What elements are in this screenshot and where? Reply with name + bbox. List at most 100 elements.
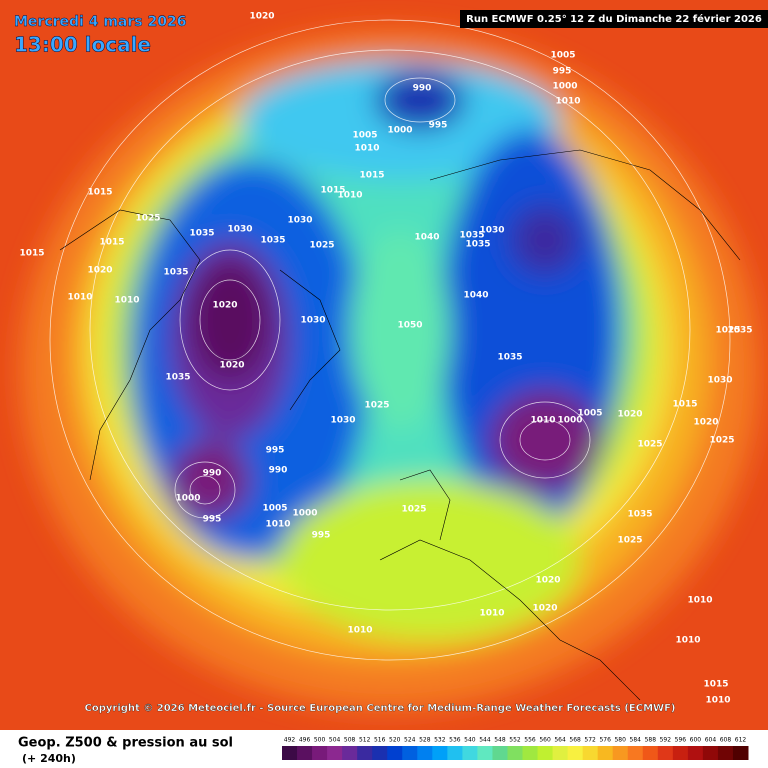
scale-swatch [687,746,704,760]
isobar-label: 1000 [557,416,582,426]
scale-label: 612 [735,737,747,744]
isobar-label: 990 [203,469,222,479]
scale-label: 512 [359,737,371,744]
isobar-label: 1035 [459,231,484,241]
isobar-label: 1005 [262,504,287,514]
isobar-label: 1030 [287,216,312,226]
isobar-label: 1015 [359,171,384,181]
isobar-label: 1015 [87,188,112,198]
scale-label: 572 [584,737,596,744]
isobar-label: 990 [413,84,432,94]
isobar-label: 1050 [397,321,422,331]
isobar-label: 1040 [463,291,488,301]
isobar-label: 1010 [67,293,92,303]
isobar-label: 995 [429,121,448,131]
scale-label: 608 [720,737,732,744]
scale-label: 500 [314,737,326,744]
isobar-label: 1035 [627,510,652,520]
scale-swatch [327,746,343,760]
isobar-label: 1035 [465,240,490,250]
isobar-label: 1020 [617,410,642,420]
scale-swatch [492,746,508,760]
scale-swatch [447,746,463,760]
isobar-label: 1030 [479,226,504,236]
isobar-label: 1020 [693,418,718,428]
isobar-label: 1020 [87,266,112,276]
isobar-label: 1025 [617,536,642,546]
scale-swatch [537,746,554,760]
scale-swatch [612,746,629,760]
isobar-label: 1000 [175,494,200,504]
scale-swatch [507,746,524,760]
scale-label: 552 [509,737,521,744]
scale-label: 520 [389,737,401,744]
isobar-label: 1030 [227,225,252,235]
scale-label: 524 [404,737,416,744]
scale-swatch [597,746,614,760]
scale-label: 548 [494,737,506,744]
scale-swatch [582,746,599,760]
isobar-label: 1010 [530,416,555,426]
scale-swatch [627,746,644,760]
scale-swatch [282,746,298,760]
footer-title: Geop. Z500 & pression au sol [18,736,233,751]
isobar-label: 1015 [672,400,697,410]
time: 13:00 locale [14,33,151,57]
isobar-label: 1025 [309,241,334,251]
scale-swatch [342,746,358,760]
isobar-label: 1025 [401,505,426,515]
isobar-label: 1000 [387,126,412,136]
isobar-label: 1020 [212,301,237,311]
scale-swatch [432,746,448,760]
scale-swatch [702,746,719,760]
isobar-label: 1020 [249,12,274,22]
isobar-label: 1020 [532,604,557,614]
scale-swatch [672,746,689,760]
scale-swatch [417,746,433,760]
scale-swatch [372,746,388,760]
isobar-label: 990 [269,466,288,476]
isobar-label: 1035 [165,373,190,383]
scale-label: 596 [675,737,687,744]
scale-label: 532 [434,737,446,744]
isobar-label: 1010 [265,520,290,530]
scale-swatch [522,746,539,760]
scale-label: 556 [524,737,536,744]
scale-swatch [732,746,749,760]
scale-label: 560 [539,737,551,744]
isobar-label: 1015 [99,238,124,248]
scale-label: 580 [614,737,626,744]
isobar-label: 1025 [364,401,389,411]
scale-swatch [297,746,313,760]
scale-swatch [402,746,418,760]
isobar-label: 1000 [552,82,577,92]
isobar-label: 1010 [354,144,379,154]
isobar-label: 1020 [219,361,244,371]
isobar-label: 1020 [535,576,560,586]
isobar-label: 1010 [337,191,362,201]
isobar-label: 1025 [637,440,662,450]
scale-label: 576 [599,737,611,744]
isobar-label: 995 [312,531,331,541]
scale-label: 600 [690,737,702,744]
isobar-label: 1010 [705,696,730,706]
isobar-label: 1030 [707,376,732,386]
isobar-label: 1010 [347,626,372,636]
scale-label: 588 [645,737,657,744]
run-info: Run ECMWF 0.25° 12 Z du Dimanche 22 févr… [466,13,762,25]
isobar-label: 1010 [555,97,580,107]
scale-swatch [387,746,403,760]
scale-swatch [477,746,493,760]
scale-label: 536 [449,737,461,744]
isobar-label: 1035 [163,268,188,278]
scale-swatch [312,746,328,760]
isobar-label: 1015 [703,680,728,690]
scale-label: 544 [479,737,491,744]
isobar-label: 1005 [352,131,377,141]
scale-label: 540 [464,737,476,744]
footer-lead: (+ 240h) [22,752,76,765]
scale-label: 516 [374,737,386,744]
scale-label: 592 [660,737,672,744]
scale-swatch [657,746,674,760]
